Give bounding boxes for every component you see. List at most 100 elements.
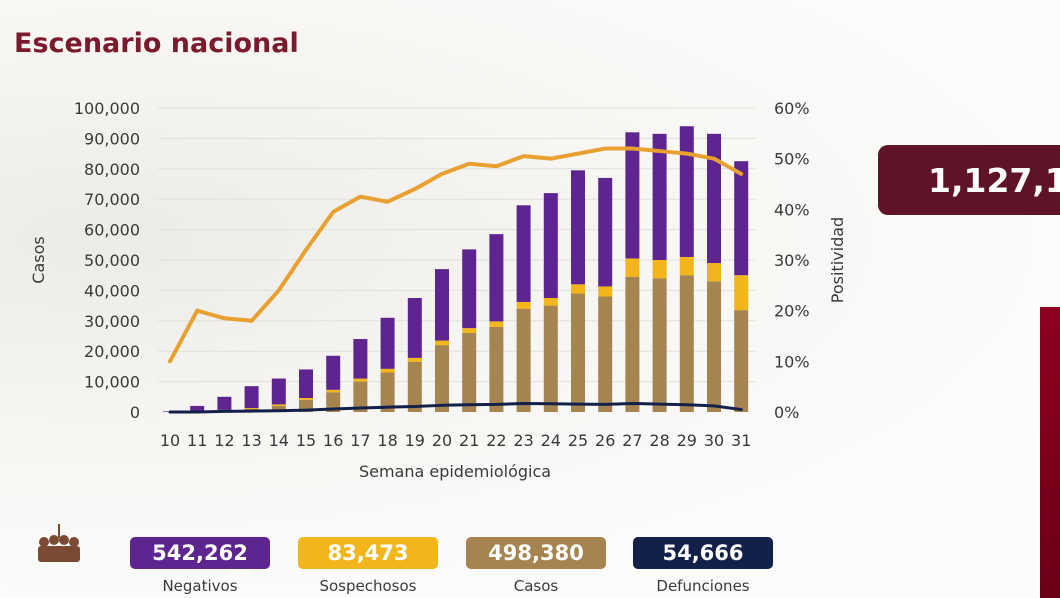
- side-bar-decoration: [1040, 307, 1060, 598]
- line-positividad: [168, 146, 744, 364]
- bar-negativos: [543, 193, 558, 298]
- casos-total: 498,380: [466, 537, 606, 569]
- bar-negativos: [380, 317, 395, 369]
- bar-sospechosos: [598, 286, 613, 297]
- bar-casos: [353, 381, 368, 412]
- bar-negativos: [271, 378, 286, 405]
- y2-tick-label: 20%: [774, 302, 810, 321]
- bar-negativos: [679, 126, 694, 257]
- y-tick-label: 30,000: [84, 312, 140, 331]
- bar-negativos: [217, 396, 232, 410]
- bar-negativos: [625, 132, 640, 259]
- x-tick-label: 14: [269, 431, 289, 450]
- x-tick-label: 22: [486, 431, 506, 450]
- bar-casos: [516, 308, 531, 412]
- bar-casos: [652, 278, 667, 412]
- x-tick-label: 19: [405, 431, 425, 450]
- y-tick-label: 50,000: [84, 251, 140, 270]
- bar-casos: [679, 275, 694, 412]
- legend-negativos: 542,262 Negativos: [130, 537, 270, 595]
- sospechosos-total: 83,473: [298, 537, 438, 569]
- x-axis-label: Semana epidemiológica: [359, 462, 551, 481]
- line-defunciones: [168, 401, 743, 414]
- bar-casos: [407, 361, 422, 412]
- bar-sospechosos: [271, 404, 286, 406]
- y-axis-label: Casos: [29, 236, 48, 283]
- bar-casos: [380, 372, 395, 412]
- bar-casos: [734, 310, 749, 412]
- y2-tick-label: 50%: [774, 150, 810, 169]
- x-tick-label: 21: [459, 431, 479, 450]
- bar-sospechosos: [571, 284, 585, 294]
- y-tick-label: 70,000: [84, 190, 140, 209]
- defunciones-total: 54,666: [633, 537, 773, 569]
- total-tests-badge: 1,127,11: [878, 145, 1060, 215]
- y-tick-label: 60,000: [84, 221, 140, 240]
- bar-negativos: [734, 161, 749, 276]
- x-tick-label: 12: [214, 431, 234, 450]
- bar-sospechosos: [489, 321, 504, 327]
- y-tick-label: 0: [130, 403, 140, 422]
- page-title: Escenario nacional: [14, 28, 299, 59]
- bar-casos: [707, 281, 721, 412]
- bar-sospechosos: [516, 301, 531, 309]
- bar-sospechosos: [734, 275, 749, 311]
- casos-label: Casos: [513, 577, 559, 595]
- y2-tick-label: 60%: [774, 99, 810, 118]
- x-tick-label: 25: [568, 431, 588, 450]
- negativos-label: Negativos: [162, 577, 238, 595]
- x-tick-label: 10: [160, 431, 180, 450]
- x-tick-label: 24: [541, 431, 561, 450]
- bar-casos: [271, 405, 286, 412]
- x-tick-label: 13: [241, 431, 261, 450]
- bar-negativos: [489, 234, 504, 322]
- y2-axis-label: Positividad: [828, 217, 847, 303]
- bar-casos: [326, 392, 341, 412]
- x-tick-label: 15: [296, 431, 316, 450]
- bar-casos: [462, 332, 477, 412]
- y2-tick-label: 10%: [774, 352, 810, 371]
- government-logo-icon: [38, 524, 80, 562]
- bar-sospechosos: [407, 357, 422, 362]
- x-tick-label: 17: [350, 431, 370, 450]
- bar-negativos: [707, 133, 721, 264]
- bar-sospechosos: [707, 263, 721, 282]
- bar-negativos: [407, 298, 422, 358]
- y-tick-label: 10,000: [84, 373, 140, 392]
- bar-negativos: [435, 269, 449, 341]
- bar-casos: [598, 296, 613, 412]
- y-tick-label: 100,000: [74, 99, 140, 118]
- bar-sospechosos: [299, 398, 313, 400]
- bar-sospechosos: [652, 260, 667, 279]
- y-tick-label: 90,000: [84, 129, 140, 148]
- bar-negativos: [598, 177, 613, 287]
- bar-sospechosos: [244, 408, 259, 409]
- bar-sospechosos: [462, 328, 477, 333]
- x-tick-label: 16: [323, 431, 343, 450]
- bar-negativos: [652, 133, 667, 260]
- y2-tick-label: 30%: [774, 251, 810, 270]
- x-tick-label: 11: [187, 431, 207, 450]
- y2-tick-label: 40%: [774, 200, 810, 219]
- bar-negativos: [571, 170, 585, 285]
- legend-sospechosos: 83,473 Sospechosos: [298, 537, 438, 595]
- x-tick-label: 27: [622, 431, 642, 450]
- negativos-total: 542,262: [130, 537, 270, 569]
- x-tick-label: 26: [595, 431, 615, 450]
- bar-negativos: [244, 386, 259, 409]
- x-tick-label: 18: [377, 431, 397, 450]
- bar-negativos: [462, 249, 477, 329]
- defunciones-label: Defunciones: [656, 577, 750, 595]
- bar-casos: [543, 305, 558, 412]
- bar-negativos: [353, 339, 368, 379]
- x-tick-label: 28: [649, 431, 669, 450]
- x-tick-label: 20: [432, 431, 452, 450]
- bar-casos: [489, 326, 504, 412]
- bar-sospechosos: [435, 340, 449, 346]
- bar-negativos: [299, 369, 313, 399]
- x-tick-label: 23: [513, 431, 533, 450]
- sospechosos-label: Sospechosos: [319, 577, 417, 595]
- y-tick-label: 80,000: [84, 160, 140, 179]
- bar-negativos: [190, 405, 205, 411]
